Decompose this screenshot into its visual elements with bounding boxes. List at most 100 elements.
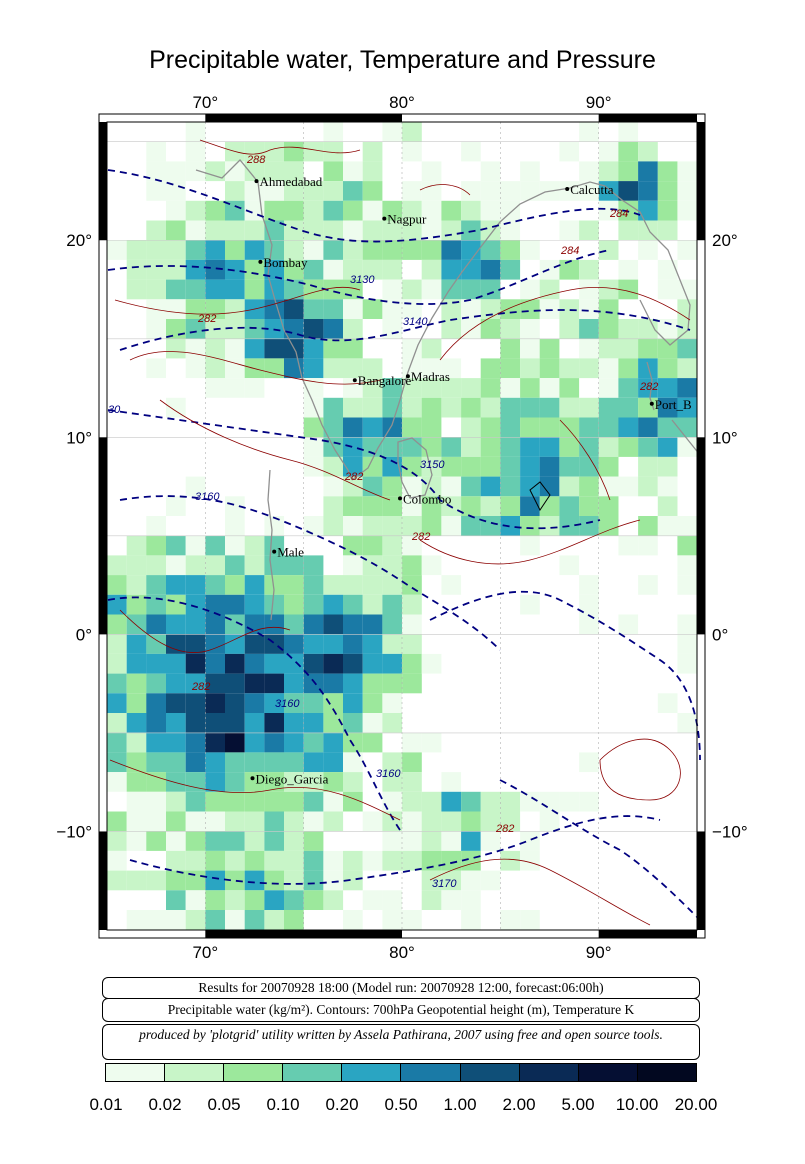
- precip-cell: [362, 161, 383, 182]
- latitude-label: 20°: [66, 231, 92, 250]
- precip-cell: [657, 319, 678, 339]
- precip-cell: [618, 378, 639, 398]
- precip-cell: [284, 200, 304, 221]
- precip-cell: [520, 456, 540, 477]
- precip-cell: [638, 181, 658, 201]
- precip-cell: [264, 279, 285, 300]
- precip-cell: [441, 831, 462, 851]
- precip-cell: [244, 634, 265, 654]
- precip-cell: [362, 555, 383, 576]
- precip-cell: [520, 594, 540, 615]
- precip-cell: [500, 910, 521, 930]
- precip-cell: [107, 653, 127, 674]
- colorbar-tick-label: 0.02: [148, 1095, 182, 1114]
- precip-cell: [480, 476, 501, 497]
- precip-cell: [264, 338, 285, 359]
- precip-cell: [264, 181, 285, 201]
- precip-cell: [166, 673, 186, 694]
- precip-cell: [205, 535, 226, 556]
- colorbar-swatch: [342, 1064, 402, 1081]
- precip-cell: [323, 122, 344, 142]
- frame-segment: [205, 930, 402, 938]
- axis-tick-labels: 70° 70° 80° 80° 90° 90° 20° 20° 10° 10° 0° 0° −10° −1…: [56, 93, 747, 962]
- precip-cell: [303, 319, 324, 339]
- precip-cell: [579, 181, 599, 201]
- precip-cell: [225, 161, 245, 182]
- precip-cell: [657, 476, 678, 497]
- precip-cell: [323, 850, 344, 871]
- precip-cell: [303, 870, 324, 891]
- precip-cell: [244, 791, 265, 812]
- latitude-label: 0°: [76, 625, 92, 644]
- precip-cell: [520, 496, 540, 516]
- precip-cell: [146, 279, 166, 300]
- precip-cell: [382, 456, 403, 477]
- precip-cell: [126, 791, 147, 812]
- precip-cell: [284, 890, 304, 910]
- precip-cell: [618, 614, 639, 635]
- precip-cell: [225, 516, 245, 536]
- precip-cell: [598, 279, 619, 300]
- precip-cell: [107, 831, 127, 851]
- precip-cell: [343, 378, 363, 398]
- precip-cell: [402, 279, 422, 300]
- precip-cell: [166, 850, 186, 871]
- precip-cell: [166, 555, 186, 576]
- precip-cell: [225, 220, 245, 241]
- precip-cell: [559, 417, 580, 438]
- temperature-contour: [419, 184, 471, 196]
- precip-cell: [205, 555, 226, 576]
- precip-cell: [402, 535, 422, 556]
- precip-cell: [185, 673, 206, 694]
- precip-cell: [205, 575, 226, 595]
- precip-cell: [480, 831, 501, 851]
- precip-cell: [146, 693, 166, 713]
- precip-cell: [362, 299, 383, 319]
- precip-cell: [323, 338, 344, 359]
- precip-cell: [421, 496, 442, 516]
- precip-cell: [441, 890, 462, 910]
- precip-cell: [480, 811, 501, 832]
- precip-cell: [559, 791, 580, 812]
- precip-cell: [225, 653, 245, 674]
- city-dot: [254, 179, 259, 184]
- precip-cell: [166, 575, 186, 595]
- precip-cell: [107, 752, 127, 773]
- precip-cell: [303, 141, 324, 162]
- precip-cell: [303, 279, 324, 300]
- precip-cell: [500, 476, 521, 497]
- precip-cell: [166, 713, 186, 733]
- precip-cell: [107, 732, 127, 753]
- precip-cell: [264, 831, 285, 851]
- precip-cell: [480, 397, 501, 418]
- precip-cell: [264, 200, 285, 221]
- frame-segment: [697, 122, 705, 241]
- precip-cell: [303, 791, 324, 812]
- precip-cell: [461, 516, 481, 536]
- precip-cell: [461, 181, 481, 201]
- precip-cell: [225, 890, 245, 910]
- precip-cell: [520, 516, 540, 536]
- precip-cell: [461, 259, 481, 280]
- precip-cell: [579, 456, 599, 477]
- precip-cell: [657, 397, 678, 418]
- height-contour: [429, 590, 701, 761]
- precip-cell: [618, 535, 639, 556]
- precip-cell: [185, 653, 206, 674]
- precip-cell: [166, 791, 186, 812]
- precip-cell: [303, 259, 324, 280]
- precip-cell: [264, 634, 285, 654]
- precip-cell: [107, 693, 127, 713]
- precip-cell: [500, 240, 521, 260]
- precip-cell: [107, 713, 127, 733]
- height-contour: [107, 249, 611, 305]
- latitude-label: −10°: [712, 822, 748, 841]
- precip-cell: [382, 850, 403, 871]
- precip-cell: [579, 417, 599, 438]
- precip-cell: [657, 200, 678, 221]
- precip-cell: [343, 713, 363, 733]
- precip-cell: [303, 200, 324, 221]
- precip-cell: [461, 456, 481, 477]
- precip-cell: [225, 772, 245, 792]
- precip-cell: [244, 772, 265, 792]
